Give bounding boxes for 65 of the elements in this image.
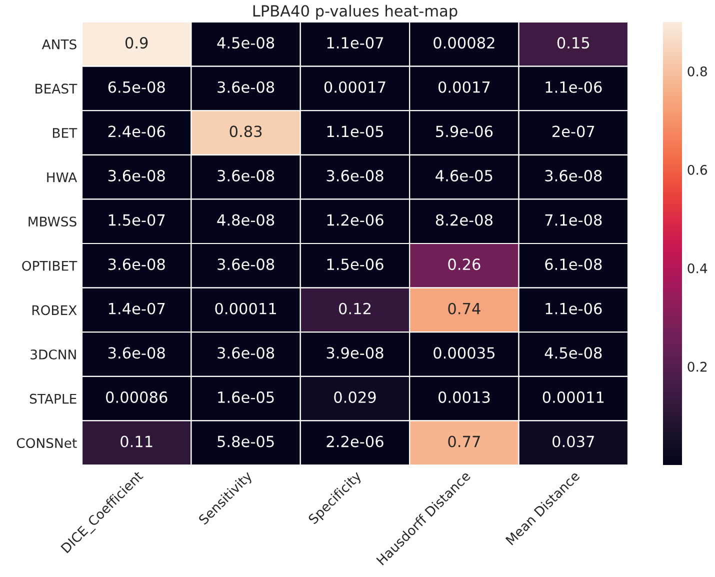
y-tick-label: 3DCNN (30, 349, 76, 360)
data-label: 0.12 (339, 302, 370, 314)
data-label: 3.6e-08 (545, 170, 602, 182)
y-tick-label: BEAST (36, 84, 78, 94)
color-bar-label: 0.4 (688, 263, 708, 274)
data-label: 1.4e-07 (108, 302, 165, 314)
data-label: 5.8e-05 (218, 436, 274, 448)
data-label: 0.9 (125, 37, 148, 49)
data-label: 0.00086 (106, 391, 168, 403)
data-label: 4.8e-08 (217, 214, 274, 226)
data-label: 0.77 (448, 436, 480, 448)
data-label: 1.1e-06 (546, 302, 602, 314)
data-label: 7.1e-08 (545, 214, 602, 226)
data-label: 3.6e-08 (108, 347, 165, 359)
data-label: 0.11 (120, 436, 152, 448)
data-label: 1.6e-05 (218, 391, 274, 403)
data-label: 0.00035 (434, 347, 494, 359)
data-label: 3.6e-08 (218, 258, 274, 270)
data-label: 2e-07 (552, 126, 594, 138)
data-label: 0.0013 (438, 391, 490, 403)
data-label: 5.9e-06 (436, 126, 493, 138)
y-tick-label: ROBEX (32, 305, 77, 316)
color-bar-label: 0.6 (688, 164, 708, 175)
y-tick-label: OPTIBET (22, 260, 78, 271)
data-label: 2.2e-06 (326, 436, 384, 448)
data-label: 6.5e-08 (108, 81, 165, 93)
y-tick-label: HWA (47, 172, 78, 182)
data-label: 4.5e-08 (544, 347, 602, 359)
color-bar-label: 0.8 (688, 66, 707, 76)
data-label: 1.5e-06 (327, 258, 384, 270)
data-label: 1.1e-06 (546, 81, 602, 93)
data-label: 0.00011 (215, 302, 276, 314)
data-label: 0.15 (557, 37, 590, 49)
data-label: 3.9e-08 (326, 347, 384, 359)
data-label: 0.00011 (542, 391, 604, 403)
data-label: 0.029 (334, 391, 376, 403)
data-label: 4.6e-05 (436, 170, 492, 182)
data-label: 8.2e-08 (436, 214, 492, 226)
data-label: 0.00017 (324, 81, 386, 93)
data-label: 0.037 (552, 436, 594, 448)
data-label: 4.5e-08 (217, 37, 274, 49)
data-label: 1.5e-07 (108, 214, 165, 226)
y-tick-label: CONSNet (16, 438, 77, 448)
chart-title: LPBA40 p-values heat-map (253, 4, 458, 20)
data-label: 1.1e-07 (327, 37, 384, 49)
data-label: 3.6e-08 (326, 170, 384, 182)
data-label: 3.6e-08 (108, 258, 165, 270)
data-label: 3.6e-08 (218, 81, 274, 93)
data-label: 2.4e-06 (108, 126, 165, 138)
y-tick-label: STAPLE (30, 394, 76, 404)
data-label: 0.83 (230, 126, 262, 138)
data-label: 3.6e-08 (218, 170, 274, 182)
data-label: 0.0017 (438, 81, 490, 93)
y-tick-label: ANTS (42, 39, 76, 50)
data-label: 3.6e-08 (108, 170, 165, 182)
data-label: 6.1e-08 (545, 258, 602, 270)
data-label: 3.6e-08 (218, 347, 274, 359)
color-bar-label: 0.2 (688, 362, 707, 372)
data-label: 0.00082 (434, 37, 494, 49)
y-tick-label: BET (52, 128, 78, 138)
data-label: 0.26 (448, 258, 480, 270)
data-label: 1.1e-05 (327, 126, 383, 138)
data-label: 1.2e-06 (327, 214, 384, 226)
y-tick-label: MBWSS (28, 216, 76, 227)
data-label: 0.74 (448, 302, 480, 314)
